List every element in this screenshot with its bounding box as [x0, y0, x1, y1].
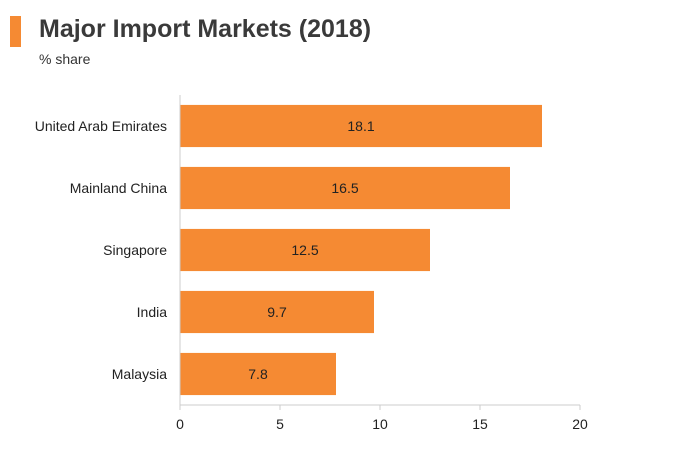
- x-tick-label: 5: [276, 416, 284, 432]
- data-label: 18.1: [347, 118, 374, 134]
- x-tick-label: 10: [372, 416, 388, 432]
- bar: [180, 228, 430, 272]
- data-label: 16.5: [331, 180, 358, 196]
- bar: [180, 352, 336, 396]
- category-label: India: [137, 304, 168, 320]
- x-tick-label: 20: [572, 416, 588, 432]
- bar: [180, 290, 374, 334]
- bar: [180, 104, 542, 148]
- data-label: 12.5: [291, 242, 318, 258]
- x-tick-label: 0: [176, 416, 184, 432]
- data-label: 7.8: [248, 366, 268, 382]
- data-label: 9.7: [267, 304, 287, 320]
- chart-title: Major Import Markets (2018): [39, 15, 372, 43]
- category-label: Singapore: [103, 242, 167, 258]
- chart-subtitle: % share: [39, 51, 91, 67]
- category-label: Malaysia: [112, 366, 167, 382]
- title-accent-bar: [10, 16, 21, 47]
- category-label: United Arab Emirates: [35, 118, 167, 134]
- category-label: Mainland China: [70, 180, 167, 196]
- x-tick-label: 15: [472, 416, 488, 432]
- bar: [180, 166, 510, 210]
